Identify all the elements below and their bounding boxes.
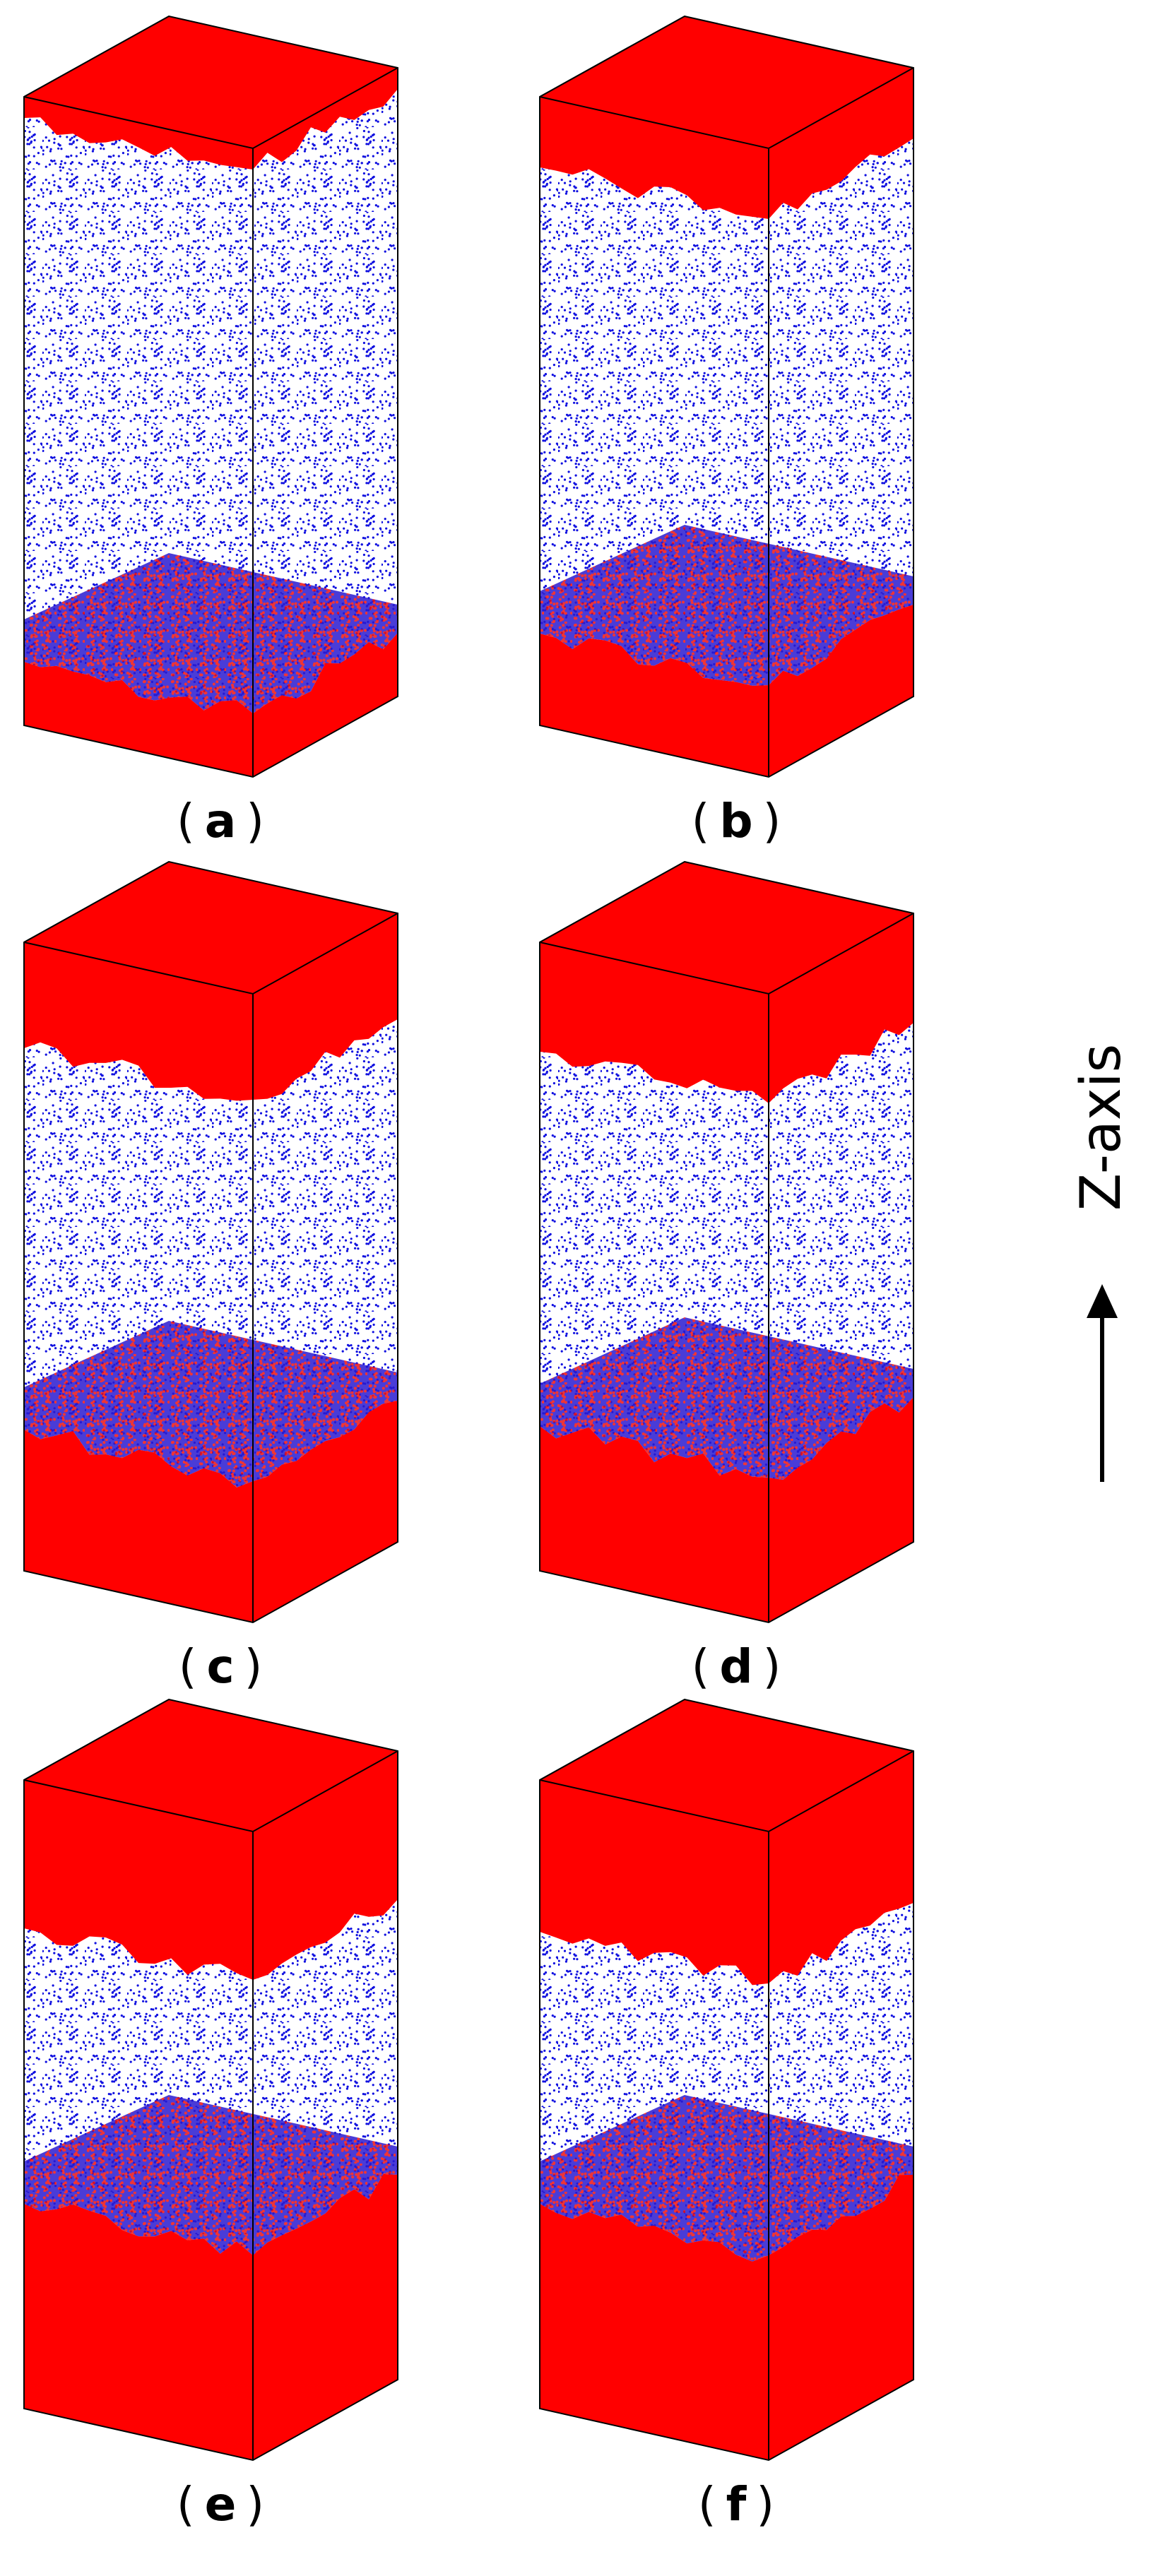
- bottom-solid: [540, 2175, 913, 2460]
- box-edge: [539, 15, 914, 97]
- bottom-solid: [24, 1401, 398, 1622]
- bottom-solid: [24, 633, 398, 777]
- label-close: ): [246, 2477, 264, 2532]
- axis-label: Z-axis: [1070, 1044, 1133, 1211]
- top-solid: [24, 1699, 398, 1980]
- bottom-mix: [24, 2095, 398, 2255]
- panel: (f): [539, 1698, 914, 2532]
- panel: (b): [539, 15, 914, 848]
- label-open: (: [177, 2477, 195, 2532]
- label-letter: d: [719, 1639, 752, 1694]
- label-close: ): [246, 794, 264, 848]
- label-close: ): [763, 1639, 781, 1694]
- label-letter: e: [205, 2477, 237, 2532]
- panel: (c): [23, 860, 398, 1694]
- label-close: ): [763, 794, 781, 848]
- panel: (a): [23, 15, 398, 848]
- label-open: (: [698, 2477, 716, 2532]
- bottom-solid: [540, 605, 913, 777]
- bottom-mix: [540, 2095, 913, 2262]
- panel-label: (b): [692, 794, 781, 848]
- label-letter: b: [719, 794, 752, 848]
- panel-label: (f): [698, 2477, 774, 2532]
- label-open: (: [177, 794, 195, 848]
- bottom-solid: [24, 2173, 398, 2460]
- label-open: (: [692, 794, 710, 848]
- label-letter: c: [206, 1639, 234, 1694]
- box-edge: [539, 1698, 914, 1781]
- label-open: (: [179, 1639, 197, 1694]
- panel-label: (c): [179, 1639, 263, 1694]
- box-edge: [23, 15, 398, 97]
- box-edge: [23, 1698, 398, 1781]
- label-letter: a: [205, 794, 237, 848]
- panel-label: (d): [692, 1639, 781, 1694]
- label-close: ): [244, 1639, 263, 1694]
- bottom-mix: [540, 1317, 913, 1480]
- panel: (d): [539, 860, 914, 1694]
- bottom-mix: [24, 1321, 398, 1488]
- panel-label: (a): [177, 794, 264, 848]
- top-solid: [540, 16, 913, 219]
- top-solid: [540, 1699, 913, 1986]
- panels: (a)(b)(c)(d)(e)(f): [23, 15, 914, 2532]
- panel-label: (e): [177, 2477, 264, 2532]
- label-open: (: [692, 1639, 710, 1694]
- label-letter: f: [726, 2477, 747, 2532]
- top-solid: [24, 16, 398, 170]
- top-solid: [540, 862, 913, 1103]
- panel: (e): [23, 1698, 398, 2532]
- bottom-solid: [540, 1397, 913, 1622]
- bottom-mix: [540, 525, 913, 686]
- bottom-mix: [24, 553, 398, 713]
- box-edge: [539, 860, 914, 943]
- axis-arrow-head: [1087, 1284, 1118, 1318]
- box-edge: [23, 860, 398, 943]
- label-close: ): [756, 2477, 774, 2532]
- top-solid: [24, 862, 398, 1101]
